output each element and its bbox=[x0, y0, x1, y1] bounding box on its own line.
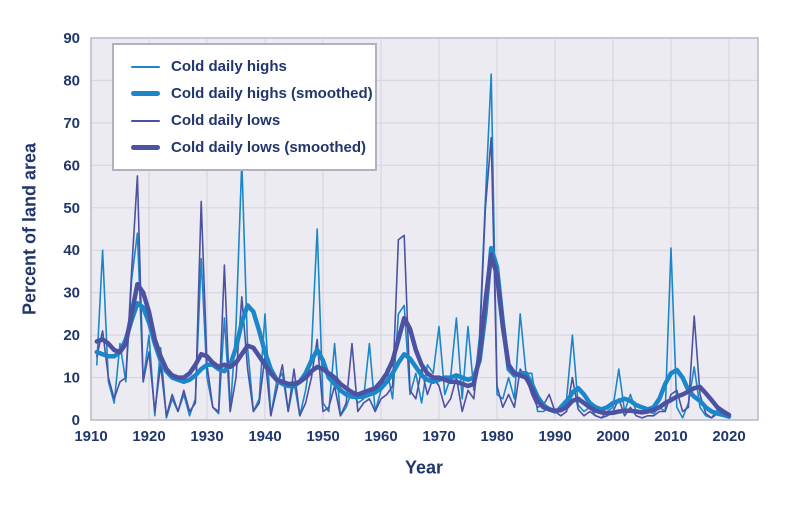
thin-blue-line-icon bbox=[131, 65, 160, 68]
x-tick-label: 1910 bbox=[74, 428, 107, 445]
legend-item-cold-daily-highs: Cold daily highs bbox=[114, 53, 375, 80]
y-axis-title: Percent of land area bbox=[19, 142, 40, 316]
y-tick-label: 30 bbox=[63, 285, 80, 302]
series-line-cold-daily-highs bbox=[96, 73, 730, 419]
y-tick-label: 40 bbox=[63, 242, 80, 259]
legend-label: Cold daily highs (smoothed) bbox=[171, 85, 373, 102]
series-line-cold-daily-highs-smoothed bbox=[94, 245, 732, 419]
y-tick-label: 80 bbox=[63, 72, 80, 89]
thick-blue-line-icon bbox=[131, 91, 160, 96]
legend-label: Cold daily lows (smoothed) bbox=[171, 139, 367, 156]
thin-purple-line-icon bbox=[131, 119, 160, 122]
legend: Cold daily highs Cold daily highs (smoot… bbox=[112, 43, 377, 171]
thick-purple-line-icon bbox=[131, 145, 160, 150]
y-tick-label: 20 bbox=[63, 327, 80, 344]
x-tick-label: 2020 bbox=[712, 428, 745, 445]
x-tick-label: 1990 bbox=[538, 428, 571, 445]
y-tick-label: 10 bbox=[63, 370, 80, 387]
y-tick-label: 0 bbox=[72, 412, 80, 429]
y-tick-label: 60 bbox=[63, 157, 80, 174]
x-tick-label: 1960 bbox=[364, 428, 397, 445]
y-tick-label: 70 bbox=[63, 115, 80, 132]
x-tick-label: 1940 bbox=[248, 428, 281, 445]
legend-item-cold-daily-lows: Cold daily lows bbox=[114, 107, 375, 134]
legend-label: Cold daily lows bbox=[171, 112, 281, 129]
legend-item-cold-daily-highs-smoothed: Cold daily highs (smoothed) bbox=[114, 80, 375, 107]
x-tick-label: 1950 bbox=[306, 428, 339, 445]
x-axis-title: Year bbox=[404, 457, 444, 478]
x-tick-label: 1970 bbox=[422, 428, 455, 445]
series-line-cold-daily-lows-smoothed bbox=[94, 252, 732, 418]
legend-item-cold-daily-lows-smoothed: Cold daily lows (smoothed) bbox=[114, 134, 375, 161]
x-tick-label: 2000 bbox=[596, 428, 629, 445]
plot-border bbox=[90, 37, 759, 421]
x-tick-label: 1930 bbox=[190, 428, 223, 445]
x-tick-label: 1920 bbox=[132, 428, 165, 445]
y-tick-label: 90 bbox=[63, 30, 80, 47]
x-tick-label: 1980 bbox=[480, 428, 513, 445]
legend-label: Cold daily highs bbox=[171, 58, 287, 75]
y-tick-label: 50 bbox=[63, 200, 80, 217]
x-tick-label: 2010 bbox=[654, 428, 687, 445]
